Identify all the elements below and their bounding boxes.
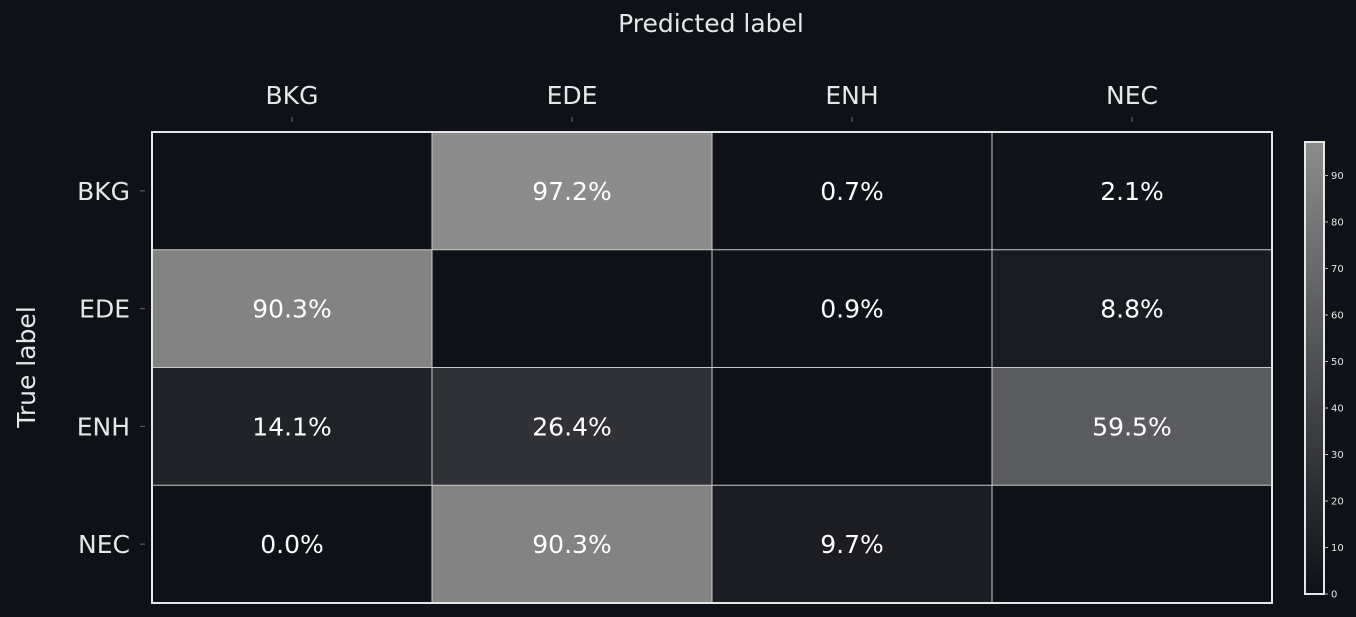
colorbar-tick-label: 50 (1331, 357, 1344, 368)
heatmap-cell (432, 132, 712, 250)
colorbar-tick-label: 80 (1331, 217, 1344, 228)
x-tick-label: BKG (266, 81, 319, 110)
cell-value-label: 0.9% (820, 295, 884, 324)
cell-value-label: 97.2% (532, 177, 611, 206)
y-axis-ticks: BKG EDE ENH NEC (77, 177, 145, 559)
y-tick-label: BKG (77, 177, 130, 206)
colorbar-tick-label: 10 (1331, 543, 1344, 554)
heatmap-cell (432, 367, 712, 486)
cell-value-label: 0.0% (260, 530, 324, 559)
x-axis-ticks: BKG EDE ENH NEC (266, 81, 1158, 122)
x-tick-label: NEC (1106, 81, 1158, 110)
x-tick-label: ENH (825, 81, 878, 110)
cell-value-label: 0.7% (820, 177, 884, 206)
heatmap-grid (151, 131, 1273, 604)
heatmap-cell (712, 132, 992, 250)
heatmap-cell (152, 132, 432, 250)
x-axis-title: Predicted label (618, 9, 804, 38)
heatmap-cells (152, 132, 1272, 603)
cell-value-label: 9.7% (820, 530, 884, 559)
cell-value-label: 90.3% (252, 295, 331, 324)
colorbar-tick-label: 30 (1331, 450, 1344, 461)
y-tick-label: NEC (78, 530, 130, 559)
heatmap-cell (992, 249, 1272, 368)
colorbar-tick-label: 40 (1331, 403, 1344, 414)
colorbar-tick-label: 0 (1331, 590, 1337, 601)
colorbar-tick-label: 90 (1331, 171, 1344, 182)
heatmap-cell (992, 485, 1272, 603)
cell-value-label: 8.8% (1100, 295, 1164, 324)
y-axis-title: True label (12, 306, 41, 429)
heatmap-cell (712, 485, 992, 603)
colorbar-tick-label: 70 (1331, 264, 1344, 275)
x-tick-label: EDE (547, 81, 598, 110)
heatmap-cell (712, 249, 992, 368)
heatmap-cell-labels: 97.2% 0.7% 2.1% 90.3% 0.9% 8.8% 14.1% 26.4% 59.5… (252, 177, 1171, 559)
colorbar-tick-label: 20 (1331, 496, 1344, 507)
cell-value-label: 59.5% (1092, 412, 1171, 441)
heatmap-border (151, 131, 1273, 604)
colorbar: 0 10 20 30 40 50 60 70 80 90 (1304, 141, 1344, 601)
heatmap-cell (712, 367, 992, 486)
colorbar-gradient (1304, 141, 1325, 595)
cell-value-label: 2.1% (1100, 177, 1164, 206)
heatmap-cell (432, 485, 712, 603)
y-tick-label: EDE (79, 295, 130, 324)
heatmap-cell (152, 485, 432, 603)
heatmap-cell (432, 249, 712, 368)
colorbar-tick-label: 60 (1331, 310, 1344, 321)
heatmap-cell (152, 249, 432, 368)
cell-value-label: 14.1% (252, 412, 331, 441)
cell-value-label: 26.4% (532, 412, 611, 441)
heatmap-cell (992, 367, 1272, 486)
y-tick-label: ENH (77, 412, 130, 441)
cell-value-label: 90.3% (532, 530, 611, 559)
heatmap-cell (992, 132, 1272, 250)
heatmap-cell (152, 367, 432, 486)
